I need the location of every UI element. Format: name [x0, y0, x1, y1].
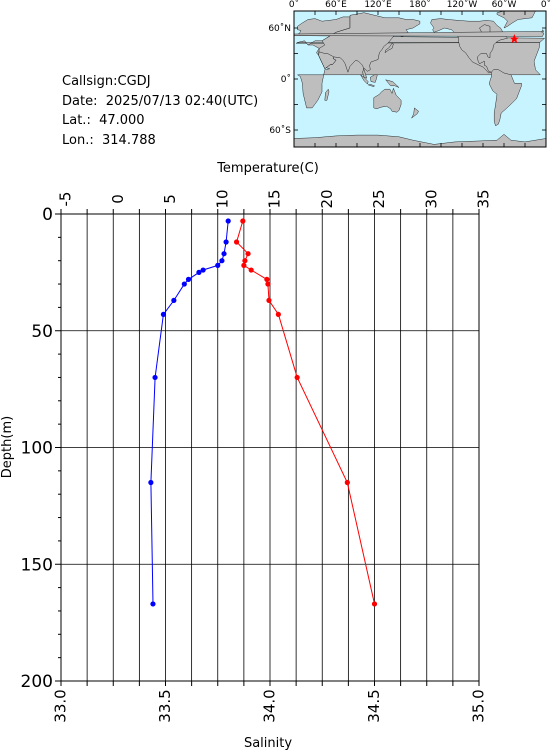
temperature-point	[265, 281, 271, 287]
map-frame	[293, 10, 547, 148]
station-star	[509, 34, 520, 44]
map-lon-label: 180˚	[409, 0, 431, 10]
temperature-point	[242, 258, 248, 264]
salinity-point	[160, 311, 167, 318]
date-line: Date: 2025/07/13 02:40(UTC)	[62, 92, 258, 112]
depth-axis: 0 50 100 150 200	[21, 205, 61, 692]
salinity-point	[223, 239, 229, 245]
temperature-point	[294, 374, 300, 381]
map-lon-label: 120˚W	[447, 0, 478, 10]
salinity-axis-label: Salinity	[244, 736, 292, 751]
land-madagascar	[324, 88, 330, 101]
salinity-tick-label: 34.5	[365, 689, 383, 722]
salinity-point	[171, 297, 177, 303]
land-new-guinea	[385, 79, 400, 88]
salinity-point	[148, 479, 154, 486]
temperature-point	[241, 262, 247, 268]
land-borneo	[370, 74, 378, 83]
callsign-line: Callsign:CGDJ	[62, 72, 258, 92]
salinity-point	[152, 374, 158, 381]
land-indonesia-1	[360, 74, 369, 85]
callsign-value: CGDJ	[117, 74, 151, 89]
temperature-point	[233, 239, 240, 245]
temperature-tick-label: 0	[109, 194, 127, 204]
temperature-line	[236, 220, 375, 605]
salinity-point	[215, 262, 221, 268]
station-info: Callsign:CGDJ Date: 2025/07/13 02:40(UTC…	[62, 72, 258, 150]
callsign-label: Callsign:	[62, 74, 118, 89]
land-australia	[373, 88, 402, 113]
salinity-point	[219, 258, 225, 264]
temperature-tick-label: 15	[266, 189, 284, 208]
lon-label: Lon.:	[62, 132, 94, 148]
land-new-zealand	[411, 107, 419, 119]
temperature-point	[240, 218, 246, 224]
depth-tick-label: 200	[21, 672, 53, 692]
salinity-tick-label: 33.0	[52, 689, 70, 722]
map-lat-label: 60˚N	[268, 23, 291, 34]
salinity-tick-label: 35.0	[470, 689, 488, 722]
map-lat-label: 0˚	[281, 74, 291, 85]
lat-label: Lat.:	[62, 113, 91, 128]
date-label: Date:	[62, 93, 98, 109]
station-marker	[509, 34, 520, 44]
map-land	[293, 10, 547, 148]
temperature-tick-label: 10	[213, 189, 231, 208]
salinity-point	[196, 269, 202, 275]
map-lon-label: 120˚E	[364, 0, 392, 10]
map-lat-label: 60˚S	[269, 125, 291, 136]
depth-tick-label: 150	[21, 555, 53, 575]
salinity-tick-label: 34.0	[261, 689, 279, 722]
temperature-tick-label: 35	[475, 189, 493, 208]
lat-line: Lat.: 47.000	[62, 111, 258, 131]
temperature-axis: -5 0 5 10 15 20 25 30 35	[57, 189, 493, 214]
temperature-tick-label: 20	[318, 189, 336, 208]
lat-value: 47.000	[99, 113, 145, 128]
temperature-axis-label: Temperature(C)	[216, 161, 319, 176]
depth-axis-label: Depth(m)	[0, 416, 15, 478]
salinity-point	[225, 218, 231, 224]
depth-tick-label: 0	[42, 205, 53, 225]
temperature-tick-label: -5	[57, 192, 75, 207]
date-value: 2025/07/13 02:40(UTC)	[105, 93, 259, 109]
map-lon-label: 0˚	[289, 0, 299, 10]
salinity-point	[200, 267, 206, 273]
series-layer	[148, 218, 378, 607]
grid-lines	[61, 214, 479, 681]
map-lon-label: 60˚W	[492, 0, 517, 10]
land-uk	[293, 29, 545, 37]
salinity-point	[150, 601, 156, 607]
temperature-point	[371, 601, 378, 607]
map-lon-labels: 0˚ 60˚E 120˚E 180˚ 120˚W 60˚W 0˚	[289, 0, 551, 10]
temperature-tick-label: 30	[422, 189, 440, 208]
temperature-point	[344, 479, 350, 486]
temperature-tick-label: 25	[370, 189, 388, 208]
map-lon-label: 0˚	[541, 0, 551, 10]
depth-tick-label: 50	[31, 322, 53, 342]
depth-tick-label: 100	[21, 439, 53, 459]
temperature-tick-label: 5	[161, 194, 179, 204]
temperature-point	[264, 276, 270, 282]
temperature-point	[275, 311, 281, 318]
salinity-point	[221, 251, 227, 257]
temperature-point	[248, 267, 254, 273]
land-south-america	[489, 69, 522, 127]
salinity-tick-label: 33.5	[156, 689, 174, 722]
map-lon-label: 60˚E	[325, 0, 347, 10]
salinity-point	[181, 281, 187, 287]
salinity-axis: 33.0 33.5 34.0 34.5 35.0	[52, 681, 488, 723]
world-map: 0˚ 60˚E 120˚E 180˚ 120˚W 60˚W 0˚ 60˚N 0˚ 60˚S	[268, 0, 551, 148]
lon-value: 314.788	[102, 132, 156, 148]
temperature-point	[266, 297, 272, 303]
land-japan	[384, 43, 394, 53]
salinity-point	[185, 276, 192, 282]
lon-line: Lon.: 314.788	[62, 131, 258, 151]
plot-area: -5 0 5 10 15 20 25 30 35 33.0 33.5 34.0 34.5 35.0 0 5…	[0, 161, 493, 751]
temperature-point	[245, 251, 251, 257]
land-arabia	[318, 51, 337, 70]
map-lat-labels: 60˚N 0˚ 60˚S	[268, 23, 291, 136]
land-indonesia-2	[368, 83, 375, 87]
